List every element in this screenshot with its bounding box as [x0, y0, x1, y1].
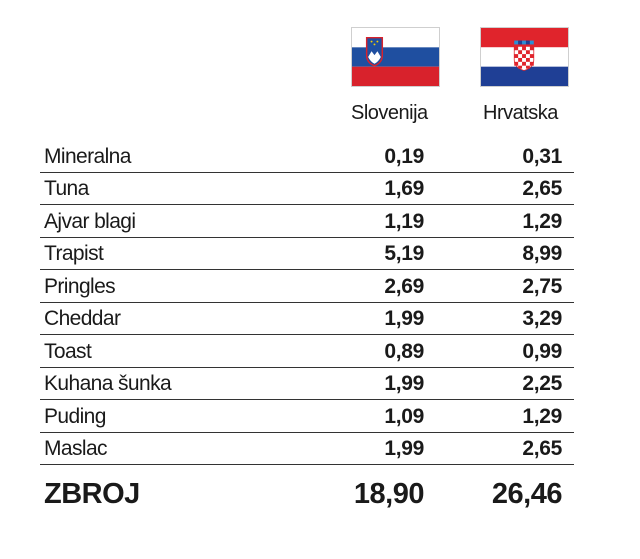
price-croatia: 8,99	[522, 242, 562, 265]
product-name: Pringles	[44, 274, 116, 298]
product-name: Trapist	[44, 242, 104, 265]
price-slovenia: 1,99	[384, 437, 424, 460]
column-header-slovenia: Slovenija	[351, 102, 428, 124]
table-row: Toast 0,89 0,99	[40, 335, 574, 368]
product-name: Maslac	[44, 437, 108, 460]
table-row: Cheddar 1,99 3,29	[40, 303, 574, 335]
total-label: ZBROJ	[44, 478, 140, 510]
table-row: Maslac 1,99 2,65	[40, 433, 574, 465]
table-row: Tuna 1,69 2,65	[40, 173, 574, 205]
price-croatia: 1,29	[522, 404, 562, 428]
product-name: Puding	[44, 404, 106, 428]
table-row: Kuhana šunka 1,99 2,25	[40, 368, 574, 400]
product-name: Ajvar blagi	[44, 209, 136, 233]
price-croatia: 3,29	[522, 307, 562, 330]
table-row: Trapist 5,19 8,99	[40, 238, 574, 270]
price-croatia: 0,31	[522, 144, 562, 168]
price-slovenia: 0,19	[384, 144, 424, 168]
table-row: Ajvar blagi 1,19 1,29	[40, 205, 574, 238]
product-name: Cheddar	[44, 307, 121, 330]
price-slovenia: 1,19	[384, 209, 424, 233]
price-croatia: 0,99	[522, 339, 562, 363]
total-slovenia: 18,90	[353, 478, 425, 510]
price-slovenia: 1,69	[384, 177, 424, 200]
price-croatia: 2,75	[522, 274, 562, 298]
price-slovenia: 2,69	[384, 274, 424, 298]
price-slovenia: 0,89	[384, 339, 424, 363]
price-croatia: 1,29	[522, 209, 562, 233]
price-croatia: 2,65	[522, 177, 562, 200]
total-croatia: 26,46	[491, 478, 563, 510]
price-croatia: 2,25	[522, 372, 562, 395]
column-header-croatia: Hrvatska	[483, 102, 558, 124]
table-row: Puding 1,09 1,29	[40, 400, 574, 433]
croatia-flag-icon	[480, 27, 569, 87]
price-croatia: 2,65	[522, 437, 562, 460]
product-name: Tuna	[44, 177, 89, 200]
product-name: Mineralna	[44, 144, 131, 168]
table-row: Pringles 2,69 2,75	[40, 270, 574, 303]
slovenia-flag-icon	[351, 27, 440, 87]
table-row: Mineralna 0,19 0,31	[40, 140, 574, 173]
total-row: ZBROJ 18,90 26,46	[40, 476, 574, 520]
product-name: Toast	[44, 339, 92, 363]
price-table: Mineralna 0,19 0,31 Tuna 1,69 2,65 Ajvar…	[40, 140, 574, 465]
price-slovenia: 5,19	[384, 242, 424, 265]
price-slovenia: 1,99	[384, 307, 424, 330]
product-name: Kuhana šunka	[44, 372, 172, 395]
price-slovenia: 1,99	[384, 372, 424, 395]
price-slovenia: 1,09	[384, 404, 424, 428]
